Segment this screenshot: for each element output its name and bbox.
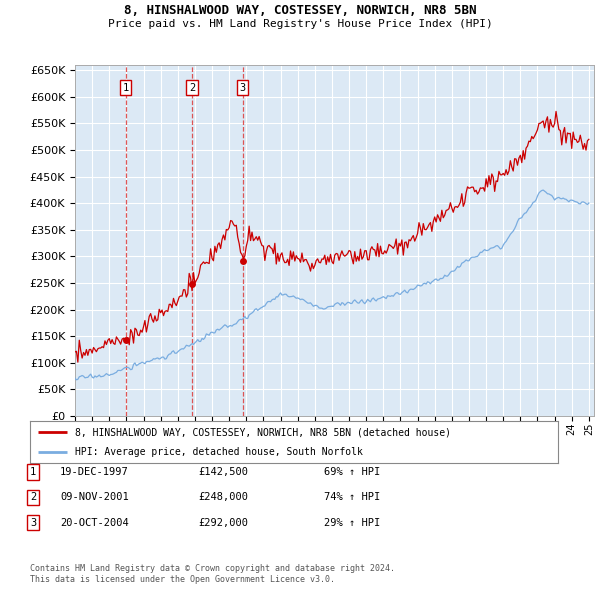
Text: 3: 3 — [239, 83, 246, 93]
Text: 2: 2 — [189, 83, 195, 93]
Text: 2: 2 — [30, 493, 36, 502]
Text: 69% ↑ HPI: 69% ↑ HPI — [324, 467, 380, 477]
Text: £292,000: £292,000 — [198, 518, 248, 527]
Text: 29% ↑ HPI: 29% ↑ HPI — [324, 518, 380, 527]
Text: 20-OCT-2004: 20-OCT-2004 — [60, 518, 129, 527]
Text: 74% ↑ HPI: 74% ↑ HPI — [324, 493, 380, 502]
Text: 8, HINSHALWOOD WAY, COSTESSEY, NORWICH, NR8 5BN: 8, HINSHALWOOD WAY, COSTESSEY, NORWICH, … — [124, 4, 476, 17]
Text: HPI: Average price, detached house, South Norfolk: HPI: Average price, detached house, Sout… — [75, 447, 363, 457]
Text: 1: 1 — [122, 83, 129, 93]
Text: 09-NOV-2001: 09-NOV-2001 — [60, 493, 129, 502]
Text: Contains HM Land Registry data © Crown copyright and database right 2024.: Contains HM Land Registry data © Crown c… — [30, 565, 395, 573]
Text: Price paid vs. HM Land Registry's House Price Index (HPI): Price paid vs. HM Land Registry's House … — [107, 19, 493, 29]
Text: 1: 1 — [30, 467, 36, 477]
Text: This data is licensed under the Open Government Licence v3.0.: This data is licensed under the Open Gov… — [30, 575, 335, 584]
Text: 3: 3 — [30, 518, 36, 527]
Text: £248,000: £248,000 — [198, 493, 248, 502]
Text: 19-DEC-1997: 19-DEC-1997 — [60, 467, 129, 477]
Text: £142,500: £142,500 — [198, 467, 248, 477]
Text: 8, HINSHALWOOD WAY, COSTESSEY, NORWICH, NR8 5BN (detached house): 8, HINSHALWOOD WAY, COSTESSEY, NORWICH, … — [75, 427, 451, 437]
